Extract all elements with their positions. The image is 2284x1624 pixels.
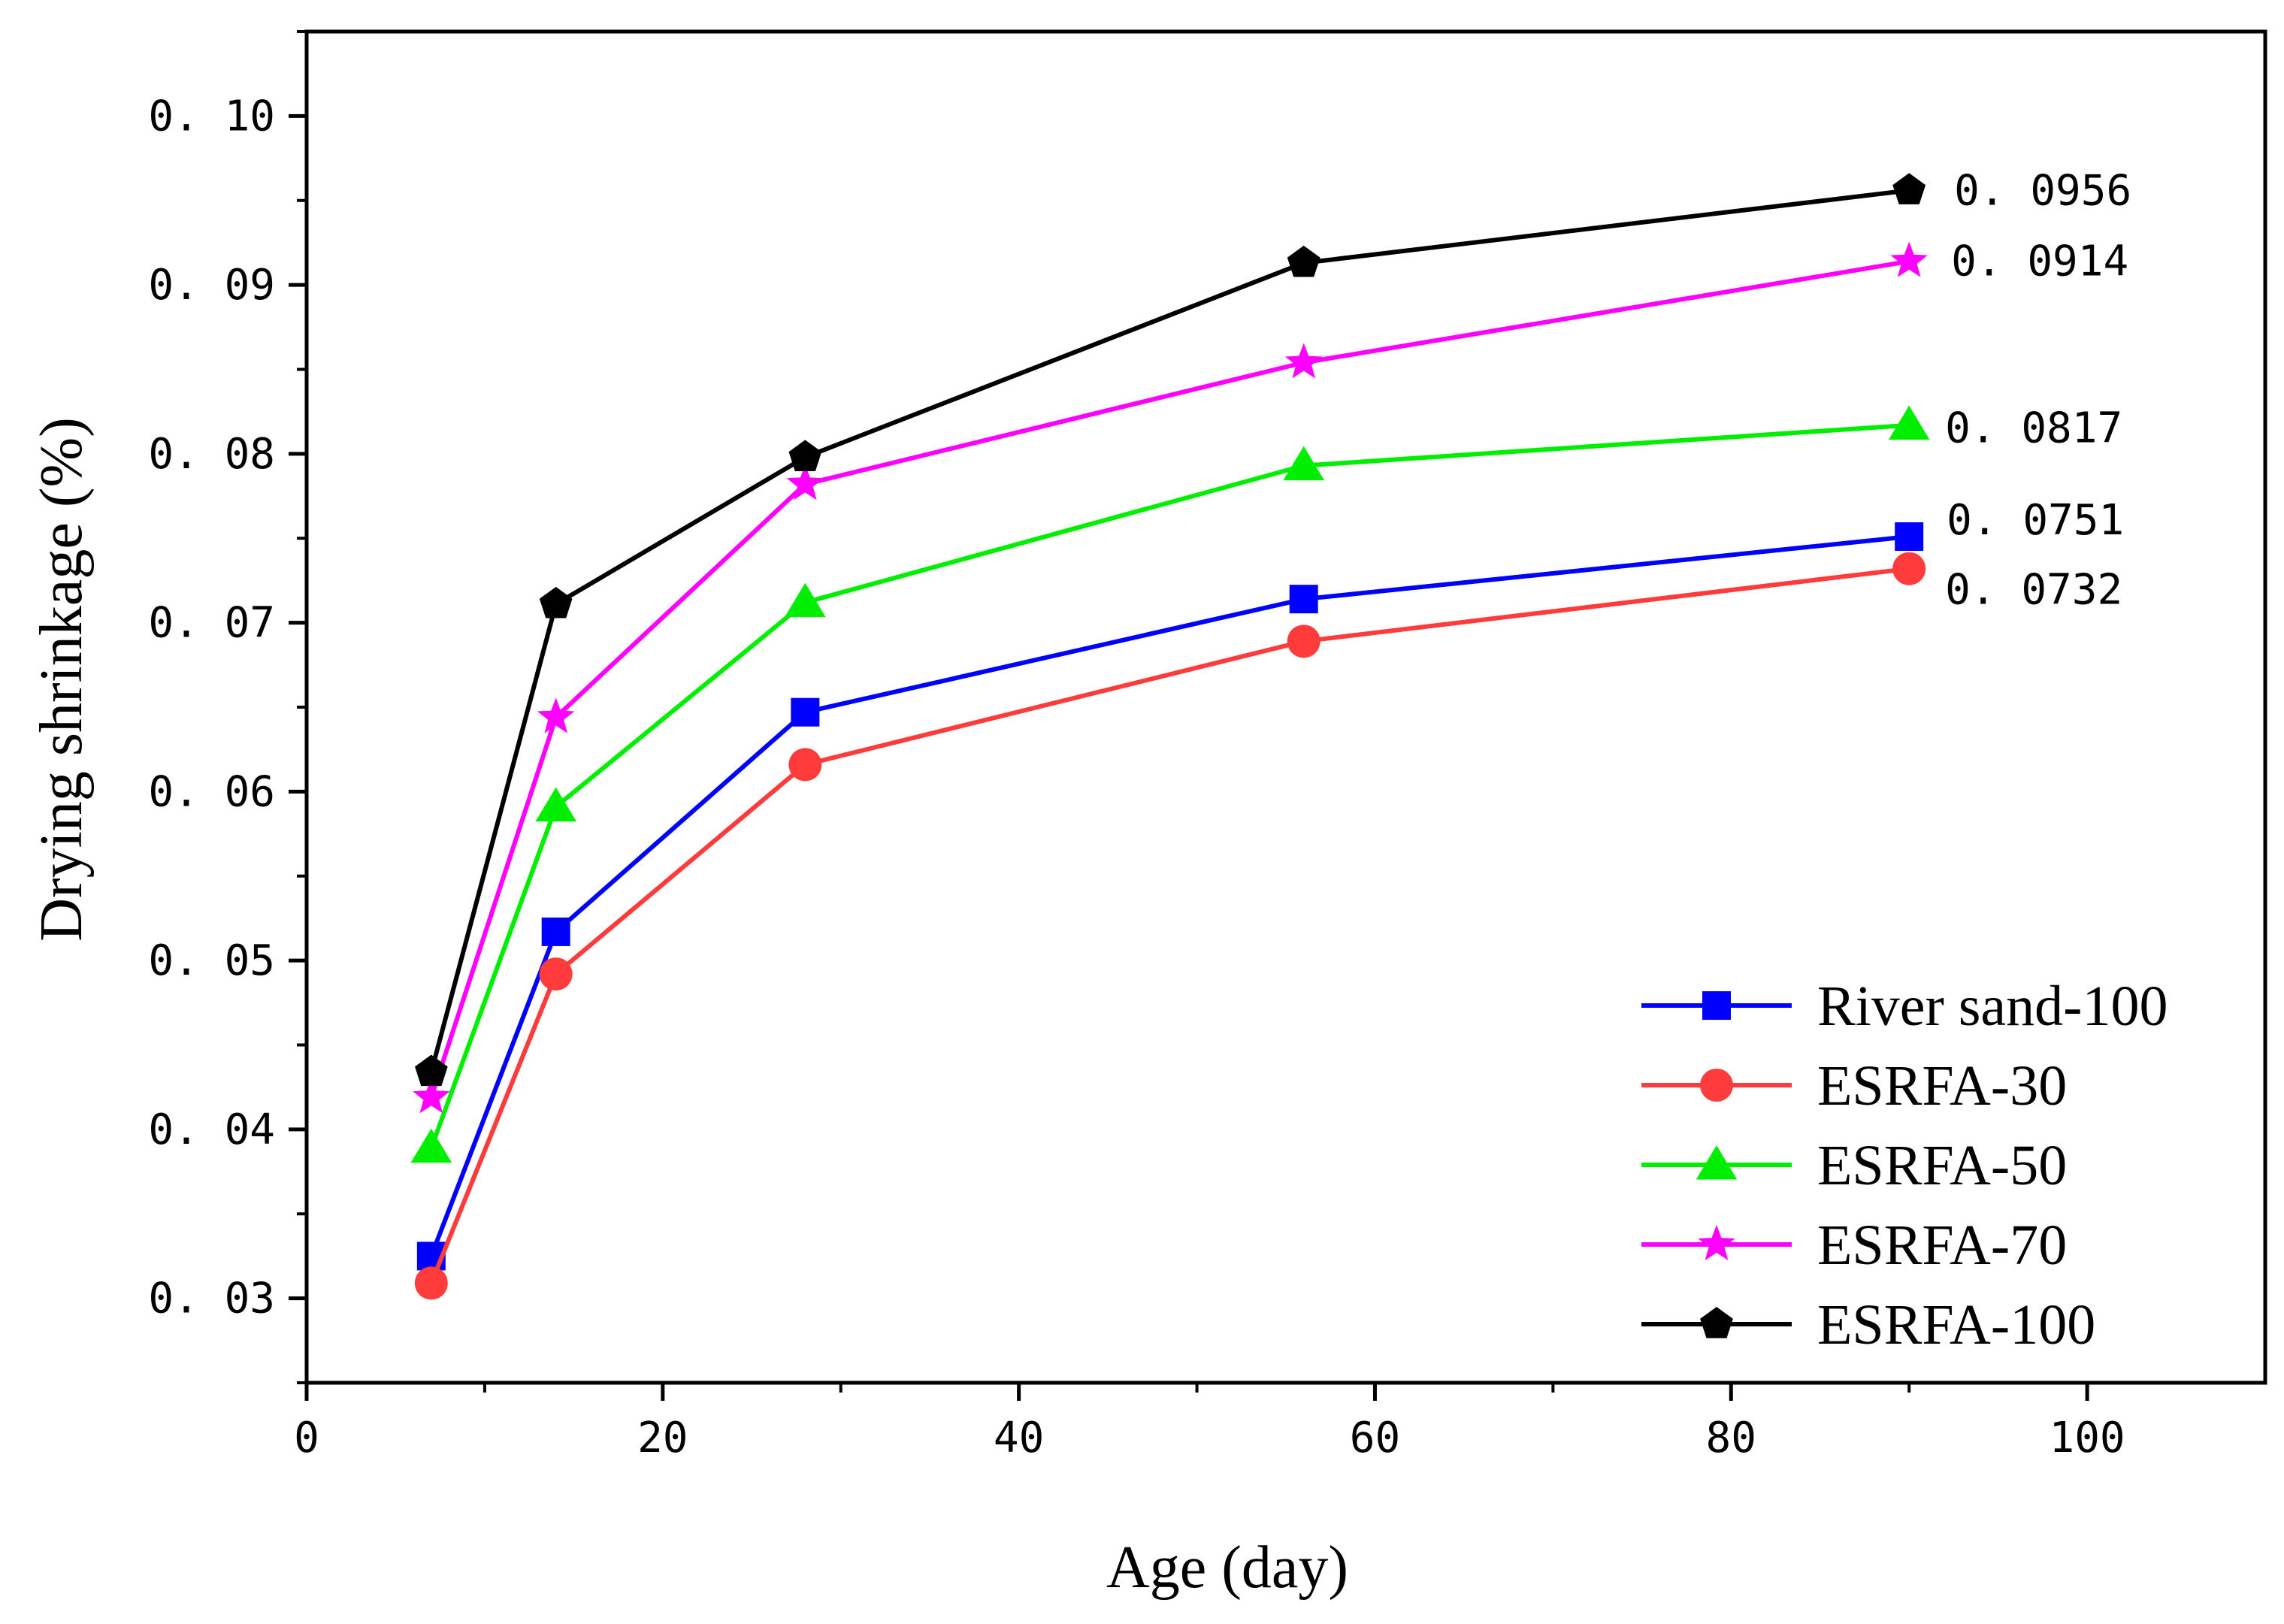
data-point-esrfa-50 (1888, 405, 1930, 440)
end-value-label: 0. 0914 (1951, 237, 2128, 286)
y-tick-label: 0. 05 (148, 936, 275, 985)
data-point-esrfa-100 (1287, 245, 1320, 277)
data-point-river-sand-100 (1895, 522, 1924, 552)
data-point-esrfa-30 (1287, 624, 1320, 658)
data-point-esrfa-30 (1892, 552, 1926, 585)
data-point-esrfa-50 (785, 582, 826, 618)
series-esrfa-50 (410, 405, 1930, 1163)
legend-group: River sand-100 ESRFA-30 ESRFA-50 ESRFA-70 ES… (1641, 975, 2168, 1356)
legend-swatch-marker (1700, 1307, 1733, 1338)
data-point-esrfa-70 (1890, 241, 1928, 277)
series-line-esrfa-70 (428, 259, 1910, 1099)
y-tick-label: 0. 07 (148, 599, 275, 648)
data-point-river-sand-100 (791, 697, 820, 727)
series-group (410, 173, 1930, 1300)
data-point-esrfa-50 (410, 1128, 452, 1163)
data-point-river-sand-100 (541, 917, 570, 946)
data-point-esrfa-30 (788, 748, 822, 782)
series-line-river-sand-100 (428, 534, 1910, 1257)
series-line-esrfa-30 (429, 566, 1910, 1284)
legend-item: ESRFA-50 (1641, 1134, 2067, 1197)
y-tick-label: 0. 04 (148, 1105, 275, 1154)
y-tick-label: 0. 06 (148, 767, 275, 816)
end-value-label: 0. 0732 (1945, 566, 2122, 615)
x-axis-title: Age (day) (1106, 1535, 1348, 1601)
series-line-esrfa-50 (428, 422, 1910, 1149)
x-tick-label: 60 (1350, 1414, 1400, 1462)
x-tick-label: 20 (637, 1414, 688, 1462)
legend-item: ESRFA-100 (1641, 1293, 2095, 1356)
legend-label: ESRFA-100 (1817, 1293, 2095, 1356)
x-tick-label: 0 (294, 1414, 319, 1462)
annotations-group: 0. 0956 0. 0914 0. 0817 0. 0751 0. 0732 (1945, 166, 2131, 614)
data-point-esrfa-50 (535, 787, 576, 822)
data-point-esrfa-50 (1283, 446, 1324, 481)
data-point-esrfa-30 (414, 1266, 448, 1300)
data-point-esrfa-100 (788, 440, 822, 471)
legend-swatch-marker (1700, 1069, 1733, 1102)
legend-label: ESRFA-30 (1817, 1054, 2067, 1117)
legend-item: River sand-100 (1641, 975, 2168, 1038)
data-point-esrfa-30 (539, 957, 573, 991)
x-tick-label: 80 (1706, 1414, 1756, 1462)
legend-label: ESRFA-70 (1817, 1214, 2067, 1277)
legend-label: River sand-100 (1817, 975, 2168, 1038)
series-esrfa-30 (414, 552, 1926, 1300)
data-point-esrfa-100 (1892, 173, 1926, 204)
x-tick-label: 40 (994, 1414, 1044, 1462)
data-point-esrfa-100 (539, 586, 573, 618)
y-axis-title: Drying shrinkage (%) (29, 417, 95, 942)
y-tick-label: 0. 09 (148, 261, 275, 310)
legend-item: ESRFA-70 (1641, 1214, 2067, 1277)
legend-swatch-marker (1696, 1145, 1738, 1180)
end-value-label: 0. 0751 (1947, 496, 2124, 545)
end-value-label: 0. 0817 (1945, 404, 2122, 453)
legend-swatch-marker (1702, 991, 1731, 1020)
legend-label: ESRFA-50 (1817, 1134, 2067, 1197)
data-point-esrfa-70 (413, 1078, 450, 1114)
series-esrfa-70 (413, 241, 1928, 1114)
ticks-group: 0 20 40 60 80 100 0. 03 0. 04 0. 05 0. 06 0. 07 0. … (148, 30, 2125, 1462)
x-tick-label: 100 (2050, 1414, 2125, 1462)
series-esrfa-100 (415, 173, 1926, 1087)
data-point-esrfa-100 (415, 1054, 448, 1087)
data-point-esrfa-70 (786, 464, 824, 501)
data-point-esrfa-70 (1285, 343, 1323, 379)
legend-item: ESRFA-30 (1641, 1054, 2067, 1117)
data-point-esrfa-70 (537, 697, 575, 733)
legend-swatch-marker (1698, 1225, 1735, 1260)
y-tick-label: 0. 03 (148, 1275, 275, 1323)
data-point-river-sand-100 (1289, 585, 1318, 614)
end-value-label: 0. 0956 (1954, 166, 2131, 215)
series-river-sand-100 (416, 522, 1924, 1271)
y-tick-label: 0. 10 (148, 92, 275, 141)
y-tick-label: 0. 08 (148, 430, 275, 479)
